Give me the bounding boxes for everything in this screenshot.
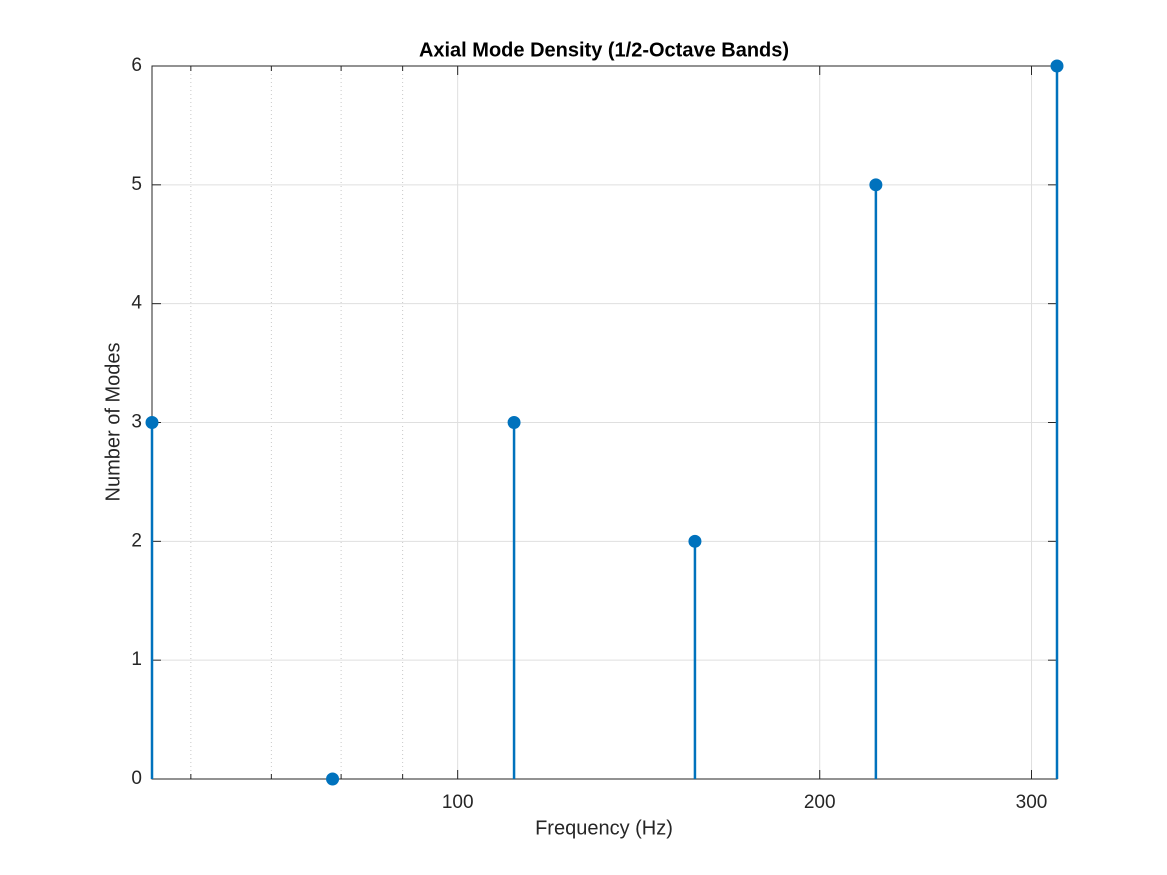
stem-marker: [688, 534, 702, 548]
x-tick-label: 200: [804, 792, 836, 813]
y-tick-label: 3: [131, 412, 142, 433]
y-tick-label: 1: [131, 649, 142, 670]
y-tick-label: 0: [131, 768, 142, 789]
stem-marker: [1050, 59, 1064, 73]
stem-marker: [145, 416, 159, 429]
y-tick-label: 5: [131, 174, 142, 195]
y-tick-label: 2: [131, 530, 142, 551]
x-tick-label: 100: [442, 792, 474, 813]
stem-marker: [326, 772, 340, 786]
chart-title: Axial Mode Density (1/2-Octave Bands): [419, 39, 789, 61]
y-axis-label: Number of Modes: [102, 343, 124, 502]
x-tick-label: 300: [1016, 792, 1048, 813]
y-tick-label: 4: [131, 293, 142, 314]
stem-marker: [869, 178, 883, 192]
x-axis-label: Frequency (Hz): [535, 817, 673, 839]
stem-marker: [507, 416, 521, 429]
y-tick-label: 6: [131, 55, 142, 76]
